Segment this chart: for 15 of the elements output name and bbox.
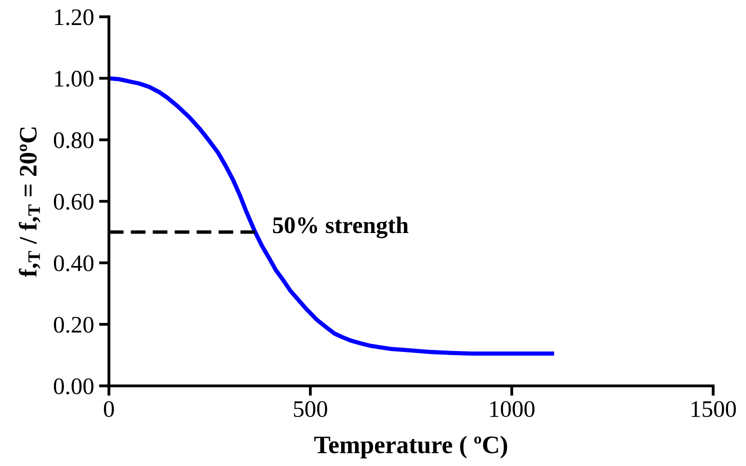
x-tick-label: 0	[104, 401, 114, 418]
x-axis-title: Temperature ( ºC)	[314, 436, 508, 458]
y-tick-label: 0.20	[54, 316, 94, 333]
x-tick-label: 1000	[490, 401, 534, 418]
line-series	[108, 76, 554, 356]
y-tick-label: 1.20	[55, 9, 94, 26]
y-tick-label: 0.00	[54, 378, 94, 394]
y-tick-label: 0.60	[54, 194, 94, 210]
annotation: 50% strength	[273, 216, 408, 238]
y-axis-title: f,$_{T}$ / f,$_{T}$ = 20ºC	[18, 128, 40, 278]
x-tick-label: 1500	[692, 401, 736, 418]
x-tick-label: 500	[294, 401, 328, 418]
y-tick-label: 0.40	[54, 255, 94, 272]
y-tick-label: 1.00	[55, 70, 94, 87]
y-tick-label: 0.80	[54, 132, 94, 148]
